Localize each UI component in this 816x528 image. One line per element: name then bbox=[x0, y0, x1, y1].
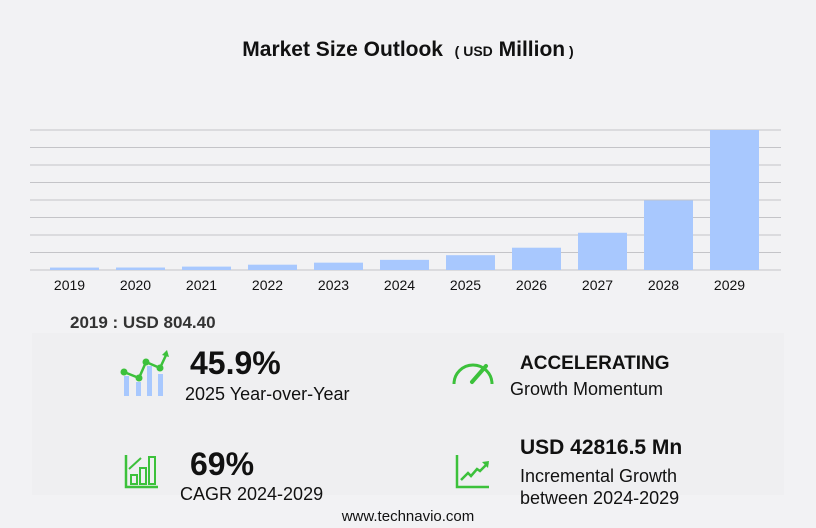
x-tick-label: 2027 bbox=[582, 277, 613, 293]
base-year-value: 2019 : USD 804.40 bbox=[70, 313, 216, 332]
x-tick-label: 2021 bbox=[186, 277, 217, 293]
bar-2028 bbox=[644, 200, 693, 270]
bar-2022 bbox=[248, 264, 297, 270]
cagr-value: 69% bbox=[190, 446, 255, 482]
incremental-period: between 2024-2029 bbox=[520, 488, 680, 508]
bar-2027 bbox=[578, 232, 627, 270]
momentum-value: ACCELERATING bbox=[520, 353, 670, 374]
growth-chart-icon bbox=[120, 350, 169, 396]
bar-chart: 2019 2020 2021 2022 2023 2024 2025 2026 2027 2028… bbox=[30, 129, 781, 293]
title-paren-close: ) bbox=[565, 43, 574, 59]
momentum-label: Growth Momentum bbox=[510, 379, 664, 399]
x-tick-label: 2028 bbox=[648, 277, 679, 293]
x-tick-label: 2020 bbox=[120, 277, 151, 293]
bar-2029 bbox=[710, 130, 759, 270]
title-paren: ( bbox=[454, 43, 464, 59]
bar-2023 bbox=[314, 262, 363, 270]
title-unit: USD bbox=[463, 43, 493, 59]
x-tick-label: 2025 bbox=[450, 277, 481, 293]
bar-2019 bbox=[50, 267, 99, 270]
incremental-value: USD 42816.5 Mn bbox=[520, 436, 683, 459]
title-unit-main: Million bbox=[498, 38, 566, 61]
stats-panel bbox=[32, 333, 784, 495]
bar-2026 bbox=[512, 247, 561, 270]
bar-2024 bbox=[380, 259, 429, 270]
footer-url: www.technavio.com bbox=[341, 508, 475, 525]
line-growth-icon bbox=[455, 455, 489, 489]
x-tick-label: 2023 bbox=[318, 277, 349, 293]
bar-2021 bbox=[182, 266, 231, 270]
bar-2020 bbox=[116, 267, 165, 270]
x-tick-label: 2029 bbox=[714, 277, 745, 293]
x-tick-label: 2019 bbox=[54, 277, 85, 293]
yoy-value: 45.9% bbox=[190, 345, 281, 381]
title-main: Market Size Outlook bbox=[242, 38, 443, 61]
x-tick-label: 2024 bbox=[384, 277, 415, 293]
x-tick-label: 2022 bbox=[252, 277, 283, 293]
speedometer-icon bbox=[452, 363, 494, 385]
yoy-label: 2025 Year-over-Year bbox=[185, 384, 350, 404]
x-tick-label: 2026 bbox=[516, 277, 547, 293]
incremental-label: Incremental Growth bbox=[520, 466, 678, 486]
chart-title: Market Size Outlook ( USD Million ) bbox=[0, 38, 816, 62]
bar-2025 bbox=[446, 255, 495, 270]
bar-growth-icon bbox=[124, 455, 158, 489]
cagr-label: CAGR 2024-2029 bbox=[180, 484, 324, 504]
